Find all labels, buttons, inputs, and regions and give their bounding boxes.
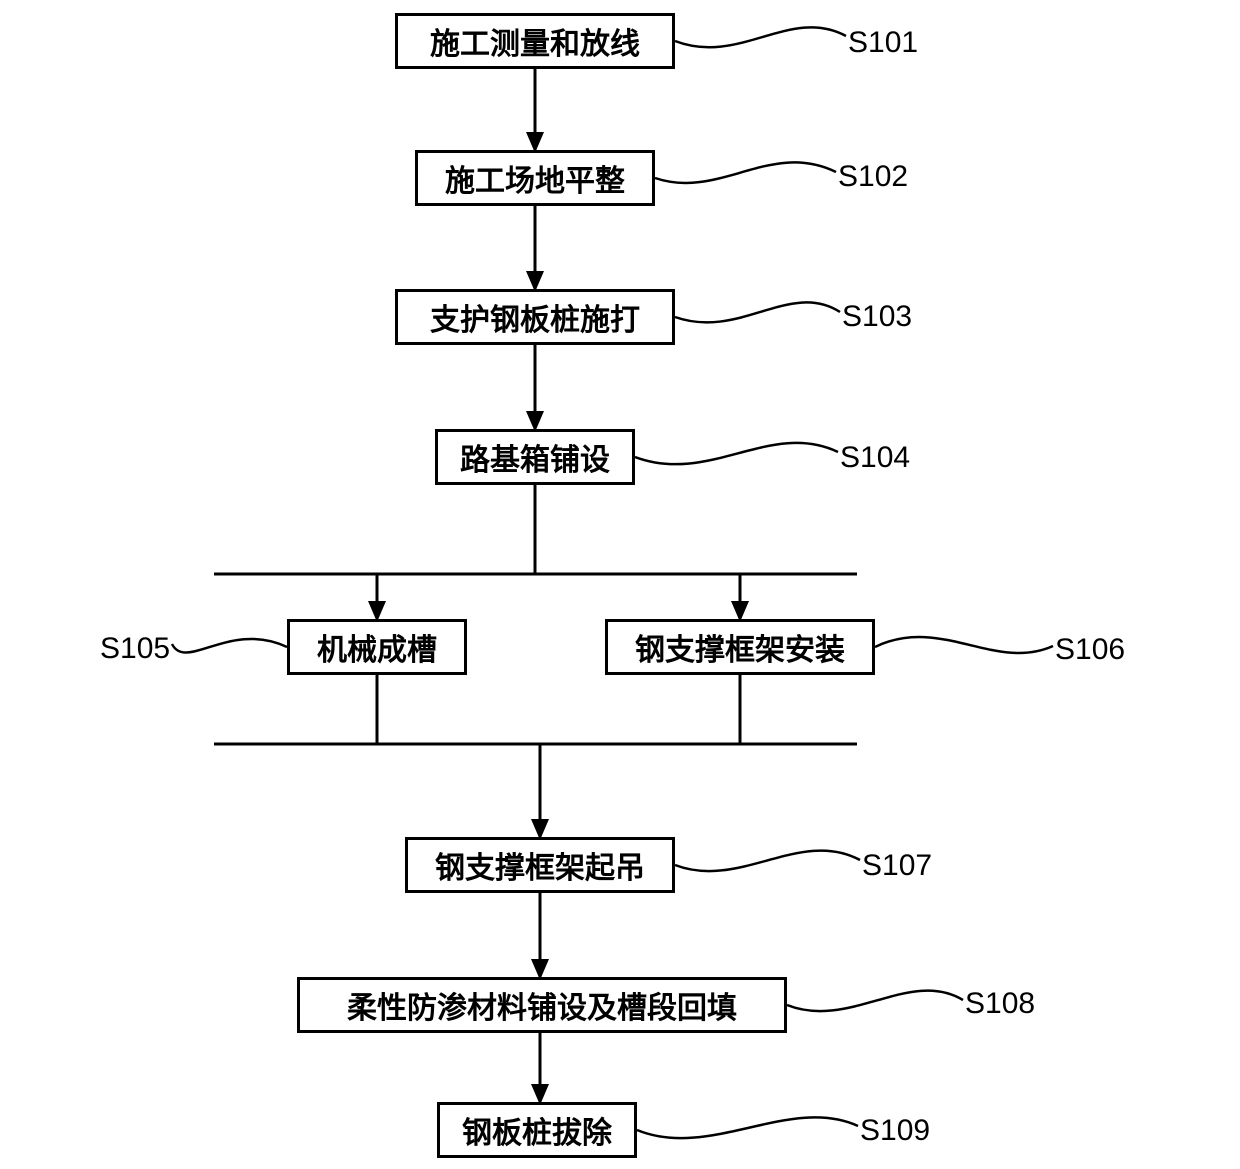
leader-S102 <box>655 162 836 183</box>
node-text-S104: 路基箱铺设 <box>460 435 610 479</box>
node-S103: 支护钢板桩施打 <box>395 289 675 345</box>
node-S108: 柔性防渗材料铺设及槽段回填 <box>297 977 787 1033</box>
step-label-S104: S104 <box>840 441 910 475</box>
node-S104: 路基箱铺设 <box>435 429 635 485</box>
step-label-S103: S103 <box>842 300 912 334</box>
node-S102: 施工场地平整 <box>415 150 655 206</box>
leader-S107 <box>675 851 860 872</box>
step-label-S105: S105 <box>100 632 170 666</box>
step-label-S102: S102 <box>838 160 908 194</box>
node-S101: 施工测量和放线 <box>395 13 675 69</box>
node-text-S103: 支护钢板桩施打 <box>430 295 640 339</box>
leader-S103 <box>675 302 840 322</box>
node-text-S109: 钢板桩拔除 <box>462 1108 612 1152</box>
step-label-S107: S107 <box>862 849 932 883</box>
node-text-S101: 施工测量和放线 <box>430 19 640 63</box>
leader-S105 <box>172 639 287 653</box>
node-S107: 钢支撑框架起吊 <box>405 837 675 893</box>
node-text-S106: 钢支撑框架安装 <box>635 625 845 669</box>
leader-S101 <box>675 27 846 47</box>
leader-S108 <box>787 991 963 1012</box>
step-label-S106: S106 <box>1055 633 1125 667</box>
step-label-S109: S109 <box>860 1114 930 1148</box>
node-text-S105: 机械成槽 <box>317 625 437 669</box>
node-text-S108: 柔性防渗材料铺设及槽段回填 <box>347 983 737 1027</box>
leader-S109 <box>637 1117 858 1138</box>
step-label-S108: S108 <box>965 987 1035 1021</box>
node-text-S102: 施工场地平整 <box>445 156 625 200</box>
node-S105: 机械成槽 <box>287 619 467 675</box>
leader-S104 <box>635 443 838 464</box>
node-S106: 钢支撑框架安装 <box>605 619 875 675</box>
node-text-S107: 钢支撑框架起吊 <box>435 843 645 887</box>
step-label-S101: S101 <box>848 26 918 60</box>
node-S109: 钢板桩拔除 <box>437 1102 637 1158</box>
leader-S106 <box>875 637 1053 653</box>
